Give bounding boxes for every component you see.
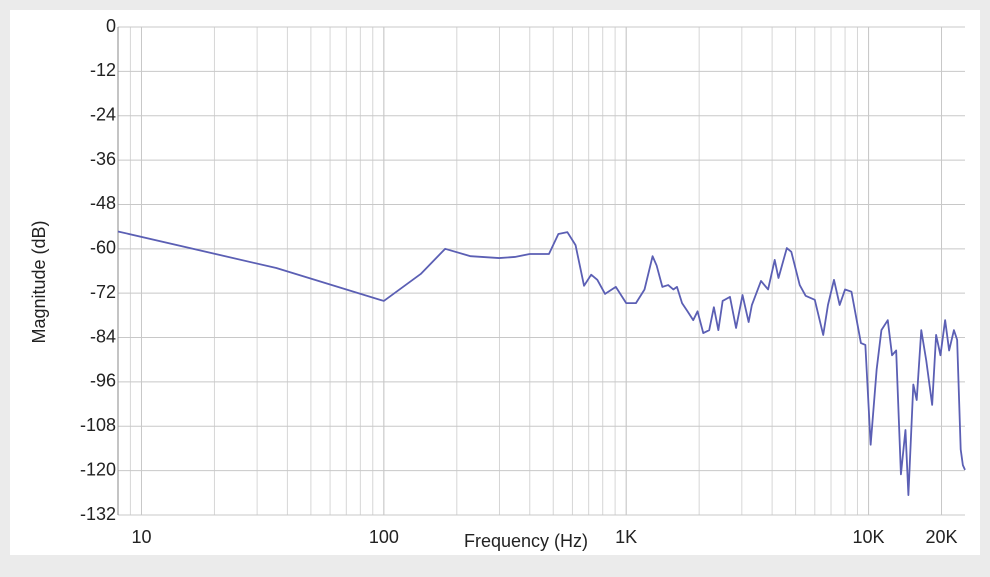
y-tick-label: -24 bbox=[90, 104, 116, 124]
y-tick-label: -120 bbox=[80, 459, 116, 479]
y-tick-label: 0 bbox=[106, 16, 116, 36]
y-tick-label: -36 bbox=[90, 149, 116, 169]
x-axis-title: Frequency (Hz) bbox=[464, 531, 588, 551]
grid bbox=[117, 26, 965, 516]
y-tick-label: -96 bbox=[90, 371, 116, 391]
labels: 0 -12 -24 -36 -48 -60 -72 -84 -96 -108 -120 -132 10 1… bbox=[80, 16, 958, 547]
y-tick-label: -84 bbox=[90, 326, 116, 346]
plot-background bbox=[10, 10, 980, 555]
x-tick-label: 1K bbox=[615, 527, 637, 547]
x-tick-label: 10 bbox=[131, 527, 151, 547]
x-tick-label: 20K bbox=[925, 527, 957, 547]
y-tick-label: -60 bbox=[90, 238, 116, 258]
marks bbox=[117, 230, 966, 496]
y-tick-label: -48 bbox=[90, 193, 116, 213]
y-tick-label: -108 bbox=[80, 415, 116, 435]
y-axis-title: Magnitude (dB) bbox=[29, 220, 49, 343]
x-tick-label: 100 bbox=[369, 527, 399, 547]
y-tick-label: -132 bbox=[80, 504, 116, 524]
y-tick-label: -12 bbox=[90, 60, 116, 80]
line-series bbox=[117, 230, 966, 496]
y-tick-label: -72 bbox=[90, 282, 116, 302]
x-tick-label: 10K bbox=[853, 527, 885, 547]
